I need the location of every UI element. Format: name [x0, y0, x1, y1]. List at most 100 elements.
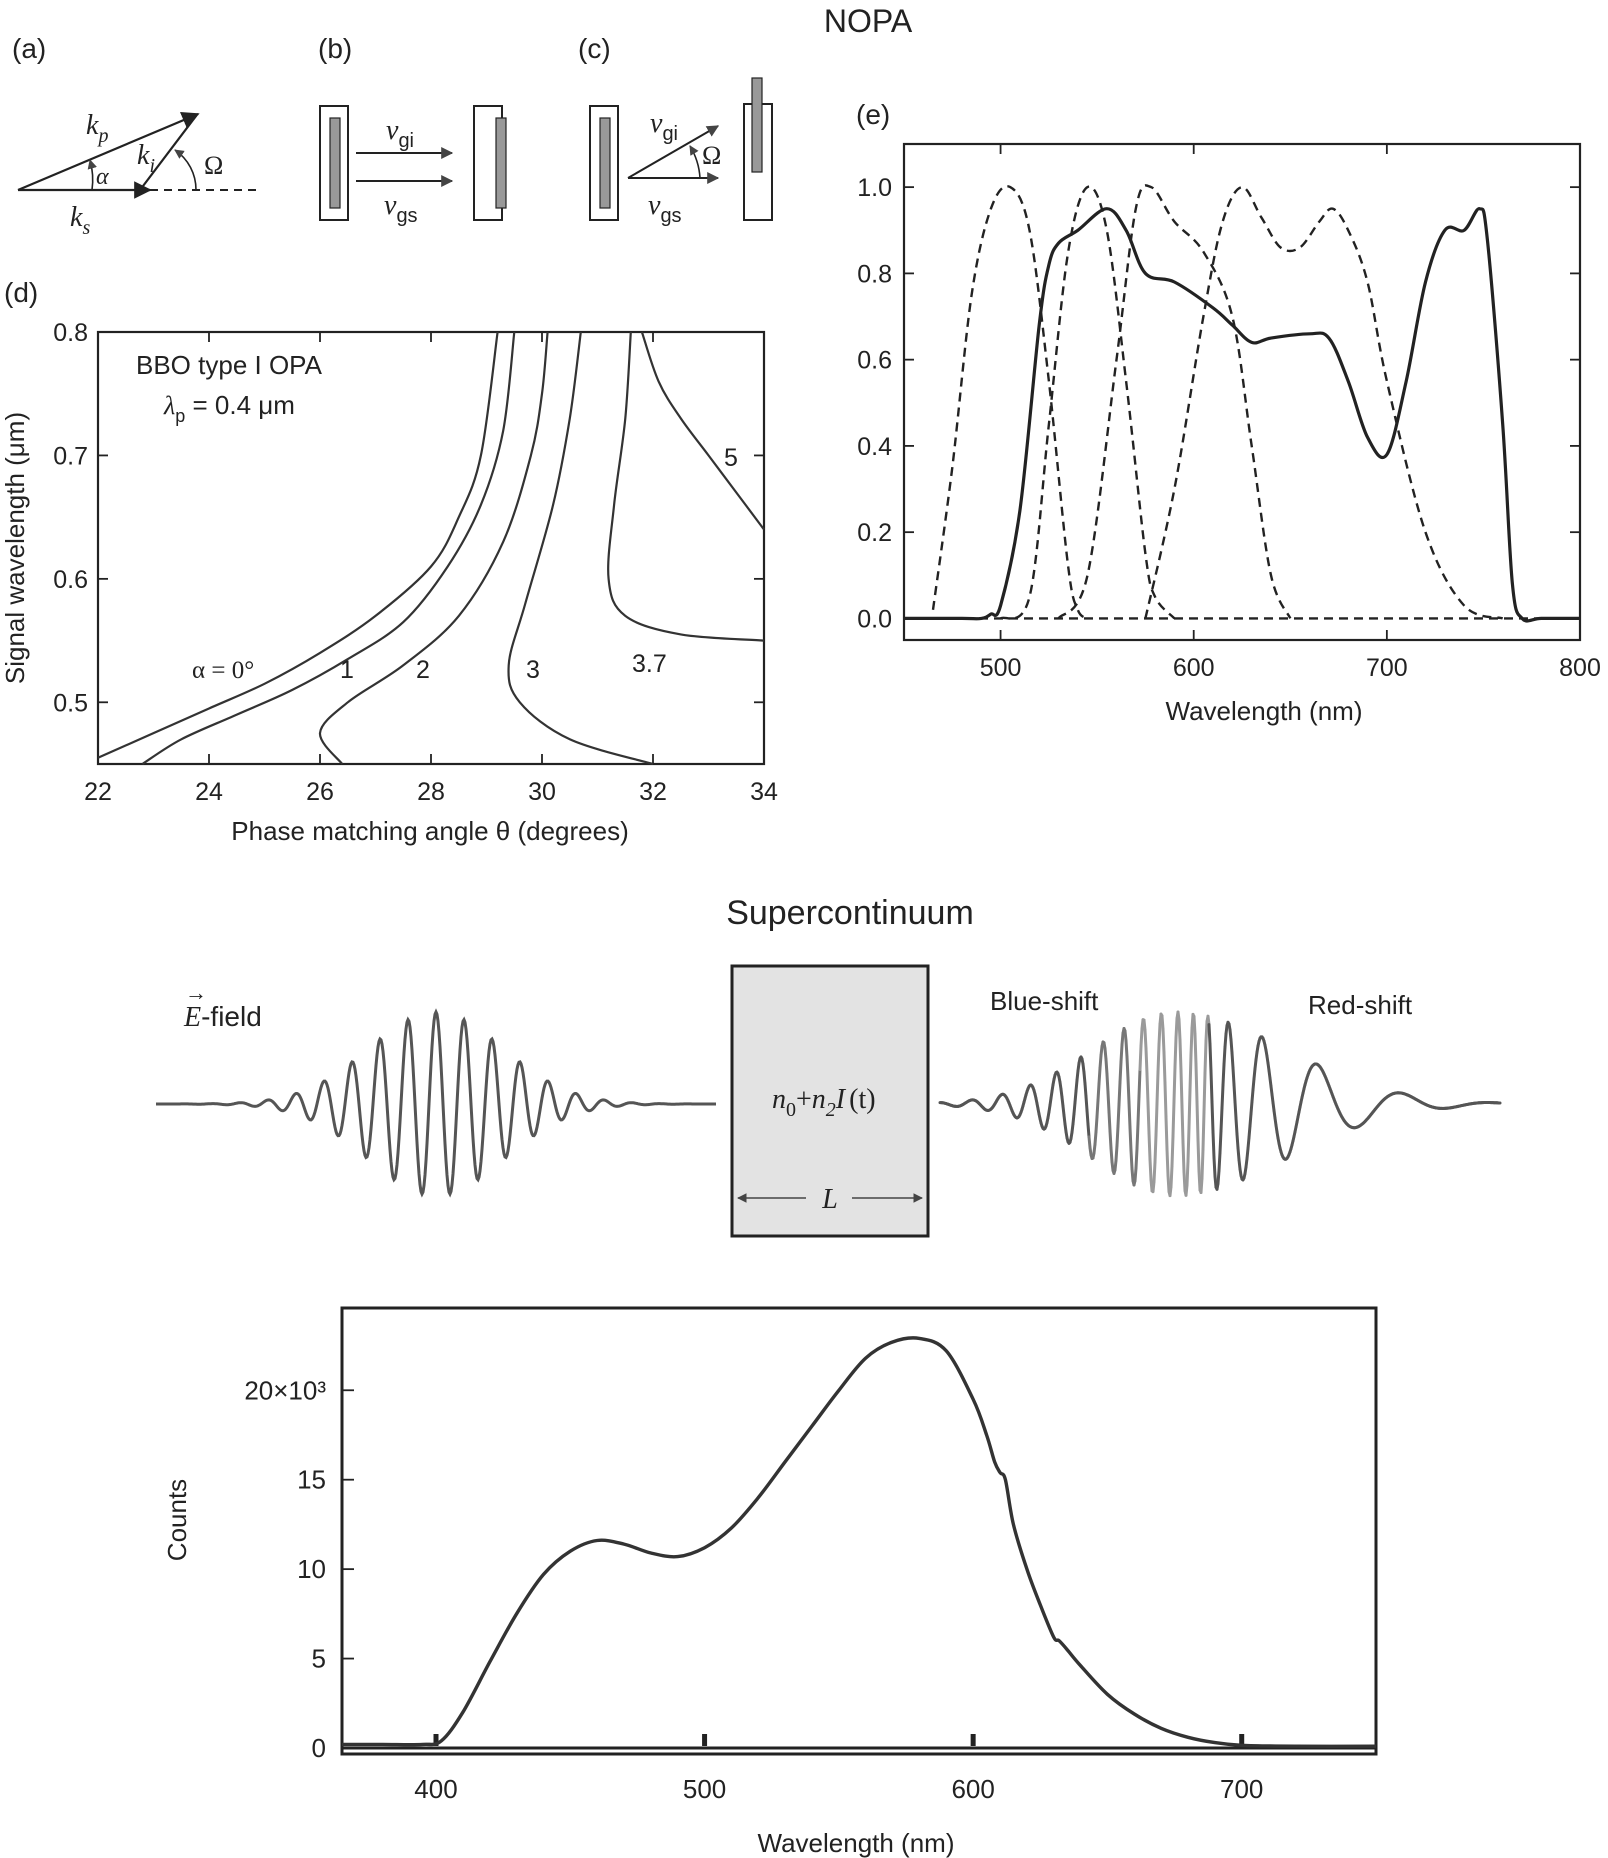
output-pulse-segment [1145, 1072, 1150, 1105]
output-pulse-segment [1202, 1071, 1207, 1114]
spectrum-ytick-label: 5 [312, 1644, 326, 1674]
output-pulse-segment [1211, 1130, 1216, 1159]
curve-label-2: 2 [416, 656, 430, 684]
spectrum-ytick-label: 10 [297, 1554, 326, 1584]
output-pulse-segment [1133, 1166, 1138, 1183]
panel-d-annotation-1: BBO type I OPA [136, 350, 323, 380]
svg-text:n0+n2I(t): n0+n2I (t) [772, 1084, 876, 1121]
panel-e: (e) 500 600 700 800 0.0 0.2 0.4 0.6 0.8 1.0 Wavel… [856, 99, 1601, 726]
panel-d-xlabel: Phase matching angle θ (degrees) [231, 816, 628, 846]
panel-e-ytick-label: 0.0 [857, 605, 892, 633]
output-pulse-segment [1170, 1134, 1175, 1168]
output-pulse-segment [1171, 1099, 1176, 1138]
output-pulse-segment [1109, 1146, 1114, 1164]
output-pulse-segment [1251, 1077, 1256, 1092]
output-pulse-segment [1192, 1015, 1197, 1036]
svg-text:vgi: vgi [650, 108, 678, 145]
output-pulse-segment [1143, 1028, 1148, 1051]
output-pulse-segment [1229, 1038, 1234, 1055]
output-pulse-segment [1134, 1146, 1139, 1170]
output-pulse-segment [1113, 1158, 1118, 1172]
output-pulse-segment [1228, 1028, 1233, 1042]
output-pulse-segment [1096, 1082, 1101, 1102]
panel-e-xtick-label: 500 [980, 654, 1022, 682]
medium-n2: n [812, 1084, 826, 1115]
output-pulse-segment [1120, 1031, 1125, 1047]
kp-label: k [86, 110, 99, 141]
output-pulse-segment [1098, 1054, 1103, 1070]
output-pulse-segment [1233, 1100, 1238, 1120]
panel-d-xtick-label: 32 [639, 778, 667, 806]
output-pulse-segment [1126, 1076, 1131, 1104]
supercontinuum-spectrum: 400 500 600 700 0 5 10 15 20×10³ Wavelength (nm)… [162, 1306, 1378, 1858]
output-pulse-segment [1187, 1088, 1192, 1130]
output-pulse-segment [1250, 1088, 1255, 1103]
output-pulse-segment [1217, 1151, 1222, 1173]
output-pulse-segment [1093, 1130, 1098, 1146]
output-pulse-segment [1165, 1147, 1170, 1177]
spectrum-frame [340, 1306, 1378, 1756]
curve-label-4: 3.7 [632, 650, 667, 678]
output-pulse-segment [1106, 1090, 1111, 1114]
output-pulse-segment [1139, 1027, 1144, 1048]
output-pulse-segment [1213, 1174, 1218, 1189]
lambda-value: = 0.4 μm [185, 390, 295, 420]
output-pulse-segment [1087, 1135, 1092, 1149]
panel-e-xtick-label: 700 [1366, 654, 1408, 682]
panel-e-xtick-label: 600 [1173, 654, 1215, 682]
output-pulse-segment [1237, 1158, 1242, 1171]
output-pulse-segment [1249, 1100, 1254, 1116]
output-pulse-segment [1118, 1060, 1123, 1084]
output-pulse-segment [1186, 1126, 1191, 1163]
panel-d-ytick-label: 0.6 [53, 566, 88, 594]
output-pulse-segment [1163, 1081, 1168, 1119]
panel-d-xtick-label: 34 [750, 778, 778, 806]
output-pulse-segment [1108, 1129, 1113, 1150]
output-pulse-segment [1162, 1051, 1167, 1085]
output-pulse-segment [1245, 1147, 1250, 1160]
output-pulse-segment [1236, 1146, 1241, 1162]
panel-d-ytick-label: 0.5 [53, 689, 88, 717]
output-pulse-segment [1188, 1053, 1193, 1092]
output-pulse-segment [1119, 1043, 1124, 1064]
ki-vector [139, 115, 197, 191]
panel-d-curve-4 [607, 331, 765, 642]
panel-c: (c) vgi vgs Ω [578, 33, 773, 227]
spectrum-xlabel: Wavelength (nm) [758, 1828, 955, 1858]
output-pulse-segment [1235, 1132, 1240, 1150]
input-pulse-waveform [156, 1008, 716, 1198]
output-pulse-segment [1142, 1018, 1147, 1032]
output-pulse-segment [1234, 1116, 1239, 1136]
output-pulse-segment [1152, 1160, 1157, 1184]
panel-d-xtick-label: 30 [528, 778, 556, 806]
output-pulse-segment [1082, 1071, 1087, 1086]
panel-e-xtick-label: 800 [1559, 654, 1601, 682]
ks-label: k [70, 202, 83, 233]
spectrum-xtick-label: 500 [683, 1774, 726, 1804]
output-pulse-segment [1232, 1083, 1237, 1104]
vgs-sub-c: gs [660, 205, 681, 227]
efield-symbol: E [183, 1002, 201, 1033]
alpha-label: α [96, 164, 109, 190]
efield-arrow: → [185, 980, 207, 1005]
svg-text:vgs: vgs [384, 190, 418, 227]
output-pulse-segment [1125, 1055, 1130, 1080]
supercontinuum-title: Supercontinuum [726, 894, 974, 932]
supercontinuum-schematic: Supercontinuum → E-field n0+n2I (t) L Blu… [156, 894, 1502, 1238]
output-pulse-segment [1197, 1169, 1202, 1192]
output-pulse-segment [1196, 1138, 1201, 1173]
output-pulse-segment [1160, 1014, 1165, 1031]
alpha-arc [87, 159, 97, 191]
panel-b: (b) vgi vgs [318, 33, 507, 227]
output-pulse-segment [1115, 1124, 1120, 1147]
output-pulse-segment [1083, 1082, 1088, 1098]
panel-d-curve-5 [640, 331, 765, 531]
output-pulse-segment [1129, 1148, 1134, 1171]
kp-vector [17, 112, 200, 192]
vgi-sub-b: gi [398, 130, 414, 152]
output-pulse-segment [1153, 1133, 1158, 1164]
spectrum-ylabel: Counts [162, 1479, 192, 1561]
ki-label: k [137, 140, 150, 171]
nopa-title: NOPA [824, 3, 913, 39]
vgs-label-b: v [384, 190, 397, 221]
